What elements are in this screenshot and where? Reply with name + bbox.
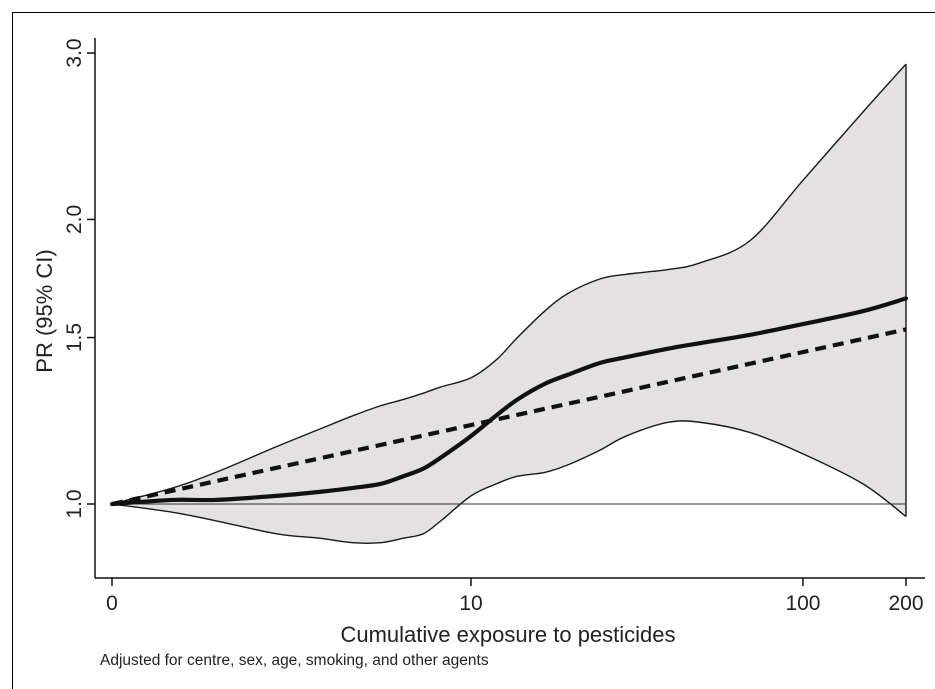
confidence-band-fill (112, 64, 906, 544)
axes-layer: 1.0 1.5 2.0 3.0 0 10 100 200 (63, 38, 925, 615)
adjustment-note: Adjusted for centre, sex, age, smoking, … (100, 652, 489, 669)
x-tick-label: 100 (785, 592, 820, 615)
series-line-layer (109, 296, 909, 507)
y-tick-label: 3.0 (63, 38, 86, 67)
y-tick-label: 2.0 (63, 205, 86, 234)
y-axis-label: PR (95% CI) (32, 249, 57, 372)
y-tick-label: 1.0 (63, 489, 86, 518)
upper-ci-line (111, 63, 907, 505)
x-axis-label: Cumulative exposure to pesticides (340, 622, 675, 647)
confidence-band-layer (111, 63, 907, 544)
linear-trend-line (111, 327, 907, 507)
x-tick-label: 200 (888, 592, 923, 615)
lower-ci-line (111, 420, 907, 544)
x-tick-label: 10 (459, 592, 482, 615)
y-tick-label: 1.5 (63, 323, 86, 352)
spline-estimate-line (109, 296, 909, 507)
x-tick-label: 0 (106, 592, 118, 615)
figure-frame (12, 12, 935, 689)
